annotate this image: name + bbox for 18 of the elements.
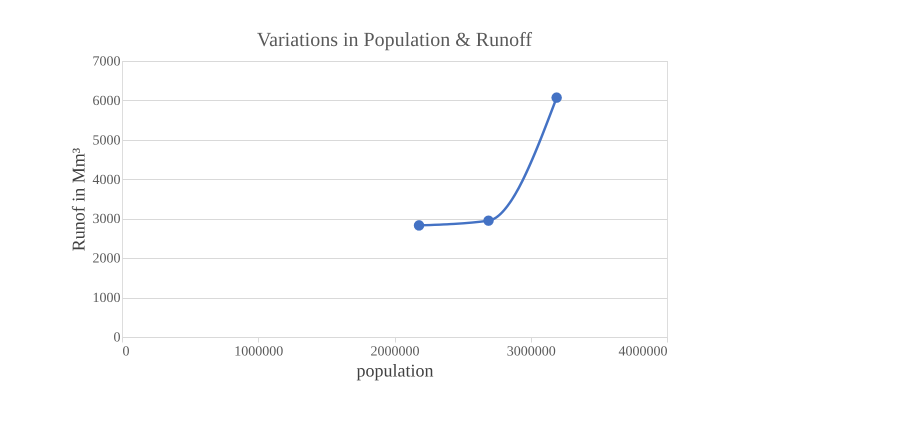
y-tick-label: 6000 (92, 94, 120, 109)
x-tick-label: 4000000 (618, 344, 668, 360)
y-tick-label: 5000 (92, 133, 120, 148)
point (551, 92, 562, 103)
x-tick-label: 1000000 (234, 344, 284, 360)
y-tick-label: 2000 (92, 252, 120, 267)
y-tick-label: 0 (114, 330, 120, 346)
chart-title: Variations in Population & Runoff (256, 29, 532, 51)
x-axis-title: population (356, 360, 434, 380)
x-tick-label: 2000000 (370, 344, 420, 360)
y-tick-label: 4000 (92, 172, 120, 188)
y-tick-label: 7000 (92, 54, 120, 70)
point (483, 215, 494, 226)
point (414, 220, 424, 231)
y-tick-label: 1000 (92, 291, 120, 306)
y-tick-label: 3000 (92, 212, 120, 228)
x-tick-label: 3000000 (506, 344, 556, 360)
y-axis-title: Runof in Mm³ (68, 147, 88, 252)
